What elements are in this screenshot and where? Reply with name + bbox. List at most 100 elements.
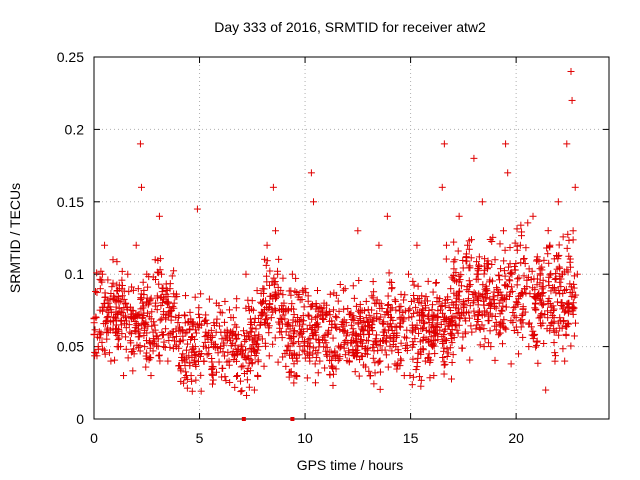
- data-point: [466, 302, 474, 310]
- data-point: [279, 274, 287, 282]
- data-point: [506, 260, 514, 268]
- data-point: [230, 355, 238, 363]
- data-point: [529, 284, 537, 292]
- data-point: [260, 285, 268, 293]
- data-point: [487, 343, 495, 351]
- data-point: [309, 344, 317, 352]
- data-point: [564, 309, 572, 317]
- data-point: [91, 287, 99, 295]
- data-point: [523, 283, 531, 291]
- data-point: [529, 335, 537, 343]
- data-point: [288, 270, 296, 278]
- data-point: [457, 282, 465, 290]
- data-point: [554, 198, 562, 206]
- data-point: [352, 332, 360, 340]
- data-point: [188, 320, 196, 328]
- data-point: [260, 309, 268, 317]
- data-point: [427, 356, 435, 364]
- data-point: [103, 314, 111, 322]
- data-point: [523, 276, 531, 284]
- data-point: [98, 270, 106, 278]
- data-point: [440, 370, 448, 378]
- data-point: [499, 340, 507, 348]
- data-point: [212, 368, 220, 376]
- data-point: [463, 283, 471, 291]
- data-point: [470, 297, 478, 305]
- data-point: [544, 314, 552, 322]
- data-point: [326, 357, 334, 365]
- data-point: [192, 376, 200, 384]
- data-point: [345, 310, 353, 318]
- data-point: [333, 324, 341, 332]
- data-point: [279, 311, 287, 319]
- data-point: [545, 242, 553, 250]
- data-point: [137, 183, 145, 191]
- data-point: [357, 352, 365, 360]
- data-point: [467, 322, 475, 330]
- data-point: [419, 312, 427, 320]
- data-point: [147, 294, 155, 302]
- data-point: [416, 373, 424, 381]
- data-point: [384, 301, 392, 309]
- data-point: [470, 154, 478, 162]
- data-point: [362, 297, 370, 305]
- data-point: [492, 304, 500, 312]
- data-point: [397, 355, 405, 363]
- data-point: [560, 317, 568, 325]
- data-point: [118, 285, 126, 293]
- data-point: [491, 303, 499, 311]
- data-point: [137, 290, 145, 298]
- data-point: [502, 140, 510, 148]
- data-point: [441, 335, 449, 343]
- data-point: [550, 305, 558, 313]
- data-point: [210, 319, 218, 327]
- zero-marker: [290, 417, 295, 421]
- data-point: [551, 357, 559, 365]
- data-point: [409, 324, 417, 332]
- x-tick-label: 0: [90, 430, 98, 446]
- data-point: [112, 303, 120, 311]
- data-point: [564, 319, 572, 327]
- data-point: [156, 316, 164, 324]
- data-point: [277, 328, 285, 336]
- data-point: [386, 334, 394, 342]
- data-point: [388, 284, 396, 292]
- data-point: [347, 321, 355, 329]
- data-point: [244, 332, 252, 340]
- data-point: [447, 307, 455, 315]
- data-point: [549, 312, 557, 320]
- data-point: [158, 284, 166, 292]
- data-point: [447, 330, 455, 338]
- data-point: [409, 355, 417, 363]
- data-point: [556, 314, 564, 322]
- data-point: [474, 265, 482, 273]
- data-point: [500, 257, 508, 265]
- data-point: [496, 276, 504, 284]
- data-point: [318, 311, 326, 319]
- data-point: [113, 287, 121, 295]
- chart-title: Day 333 of 2016, SRMTID for receiver atw…: [214, 19, 486, 35]
- data-point: [293, 357, 301, 365]
- data-point: [435, 298, 443, 306]
- data-point: [539, 283, 547, 291]
- data-point: [441, 325, 449, 333]
- data-point: [448, 318, 456, 326]
- data-point: [191, 293, 199, 301]
- data-point: [410, 309, 418, 317]
- data-point: [473, 270, 481, 278]
- data-point: [372, 300, 380, 308]
- data-point: [241, 337, 249, 345]
- data-point: [96, 334, 104, 342]
- data-point: [239, 327, 247, 335]
- data-point: [336, 344, 344, 352]
- data-point: [513, 299, 521, 307]
- data-point: [505, 276, 513, 284]
- data-point: [360, 317, 368, 325]
- data-point: [183, 371, 191, 379]
- data-point: [333, 351, 341, 359]
- data-point: [515, 350, 523, 358]
- data-point: [170, 267, 178, 275]
- data-point: [440, 331, 448, 339]
- data-point: [440, 316, 448, 324]
- data-point: [383, 308, 391, 316]
